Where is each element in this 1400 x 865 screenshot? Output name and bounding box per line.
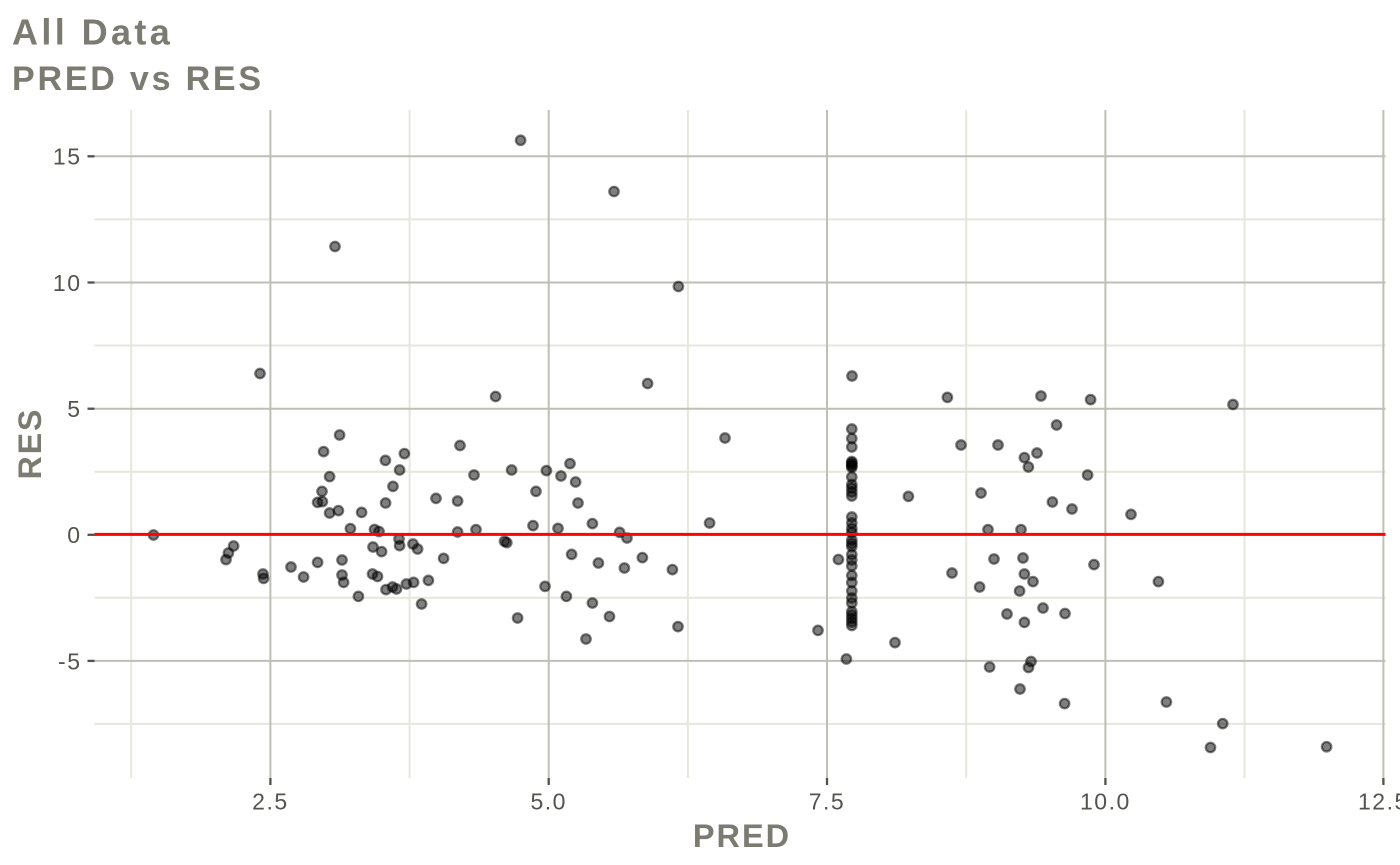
svg-text:-5: -5	[58, 648, 81, 674]
svg-text:0: 0	[67, 522, 81, 548]
svg-text:PRED vs RES: PRED vs RES	[12, 60, 264, 98]
svg-text:PRED: PRED	[693, 818, 791, 854]
svg-text:12.5: 12.5	[1358, 788, 1400, 814]
svg-text:5.0: 5.0	[530, 788, 566, 814]
svg-text:15: 15	[53, 144, 82, 170]
svg-text:5: 5	[67, 396, 81, 422]
svg-text:RES: RES	[12, 408, 48, 480]
svg-text:2.5: 2.5	[252, 788, 288, 814]
svg-text:7.5: 7.5	[809, 788, 845, 814]
svg-text:10: 10	[53, 270, 82, 296]
svg-text:All Data: All Data	[12, 11, 173, 52]
svg-text:10.0: 10.0	[1080, 788, 1131, 814]
